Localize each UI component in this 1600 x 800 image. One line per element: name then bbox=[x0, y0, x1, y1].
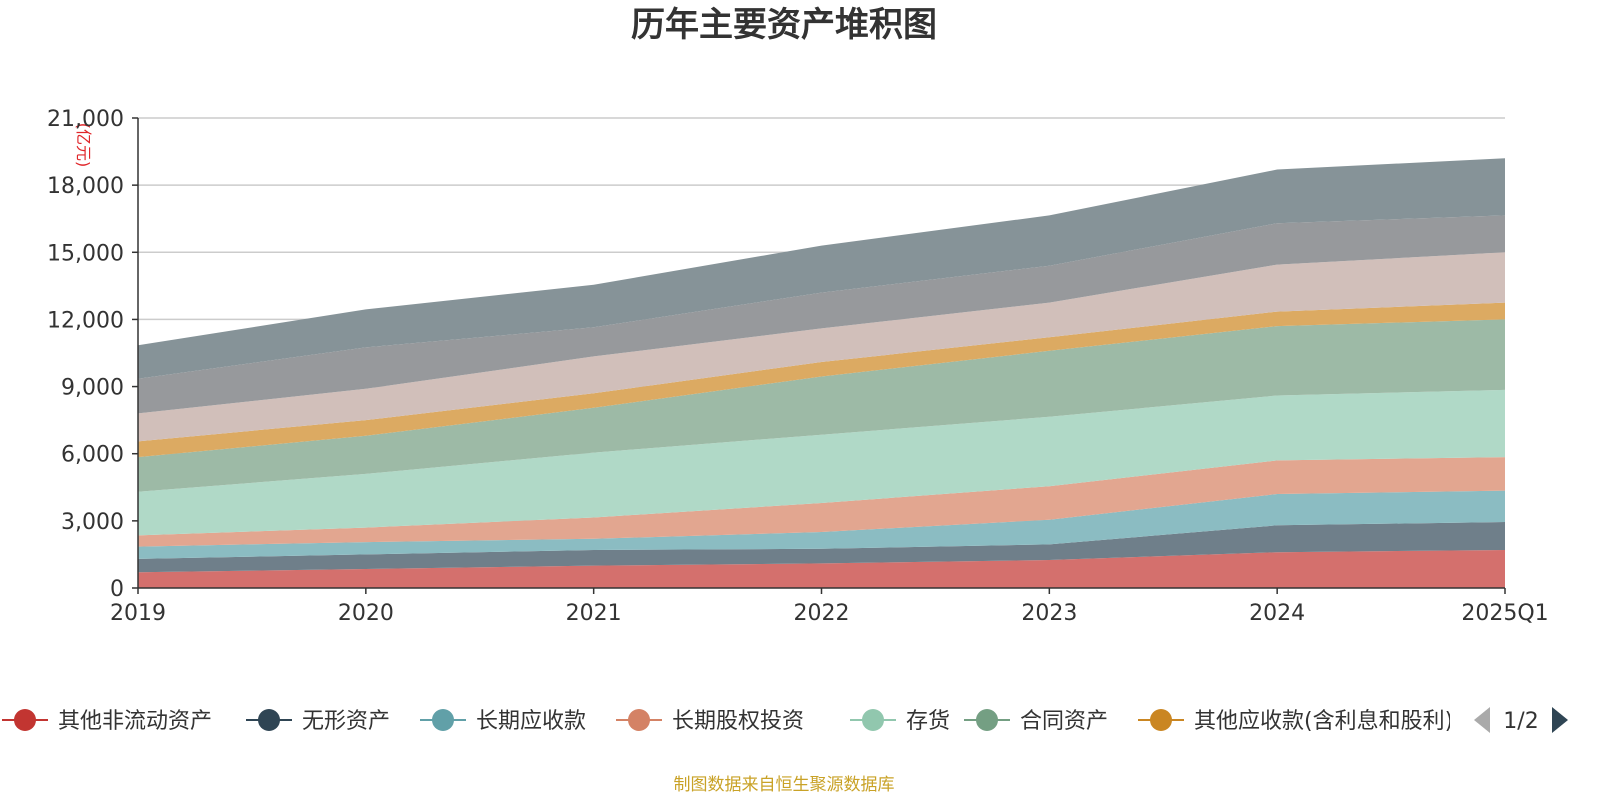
y-tick-label: 15,000 bbox=[47, 241, 124, 266]
legend-page-indicator: 1/2 bbox=[1503, 709, 1538, 734]
data-source-note: 制图数据来自恒生聚源数据库 bbox=[674, 775, 895, 795]
legend-marker-icon bbox=[1150, 709, 1172, 731]
legend-item[interactable]: 长期股权投资 bbox=[616, 709, 804, 734]
legend-marker-icon bbox=[258, 709, 280, 731]
legend-item[interactable]: 无形资产 bbox=[246, 709, 390, 734]
y-tick-label: 21,000 bbox=[47, 107, 124, 132]
area-series-2 bbox=[138, 522, 1505, 573]
legend-item[interactable]: 存货 bbox=[850, 709, 950, 734]
y-axis-unit: (亿元) bbox=[74, 123, 93, 168]
area-series-9 bbox=[138, 215, 1505, 414]
legend-label: 其他应收款(含利息和股利) bbox=[1194, 709, 1453, 734]
area-series bbox=[138, 158, 1505, 588]
legend-items: 其他非流动资产 无形资产 长期应收款 长期股权投资 存货 合同资产 其他应收款(含利息和股利… bbox=[2, 709, 1453, 734]
legend-label: 合同资产 bbox=[1020, 709, 1108, 734]
x-tick-label: 2021 bbox=[566, 601, 622, 626]
x-tick-label: 2020 bbox=[338, 601, 394, 626]
y-tick-label: 12,000 bbox=[47, 308, 124, 333]
legend-label: 长期股权投资 bbox=[672, 709, 804, 734]
legend-next-page-icon[interactable] bbox=[1552, 707, 1568, 733]
y-tick-label: 18,000 bbox=[47, 174, 124, 199]
legend-item[interactable]: 其他应收款(含利息和股利) bbox=[1138, 709, 1453, 734]
area-series-8 bbox=[138, 252, 1505, 442]
legend-marker-icon bbox=[14, 709, 36, 731]
area-series-6 bbox=[138, 319, 1505, 492]
area-series-5 bbox=[138, 389, 1505, 536]
y-tick-label: 9,000 bbox=[61, 376, 124, 401]
x-tick-label: 2019 bbox=[110, 601, 166, 626]
y-tick-label: 6,000 bbox=[61, 443, 124, 468]
x-tick-labels: 2019 2020 2021 2022 2023 2024 2025Q1 bbox=[110, 588, 1549, 626]
legend-pager: 1/2 bbox=[1474, 707, 1568, 734]
chart-title: 历年主要资产堆积图 bbox=[631, 5, 937, 45]
legend-label: 存货 bbox=[906, 709, 950, 734]
legend-marker-icon bbox=[862, 709, 884, 731]
y-tick-label: 3,000 bbox=[61, 510, 124, 535]
legend-item[interactable]: 其他非流动资产 bbox=[2, 709, 212, 734]
legend-prev-page-icon[interactable] bbox=[1474, 707, 1490, 733]
legend-marker-icon bbox=[976, 709, 998, 731]
legend: 其他非流动资产 无形资产 长期应收款 长期股权投资 存货 合同资产 其他应收款(含利息和股利… bbox=[2, 709, 1453, 734]
x-tick-label: 2024 bbox=[1249, 601, 1305, 626]
area-series-4 bbox=[138, 457, 1505, 547]
legend-item[interactable]: 长期应收款 bbox=[420, 709, 586, 734]
x-tick-label: 2025Q1 bbox=[1461, 601, 1548, 626]
legend-item[interactable]: 合同资产 bbox=[964, 709, 1108, 734]
y-tick-labels: 0 3,000 6,000 9,000 12,000 15,000 18,000 21,000 bbox=[47, 107, 138, 602]
legend-marker-icon bbox=[628, 709, 650, 731]
legend-label: 长期应收款 bbox=[476, 709, 586, 734]
area-series-1 bbox=[138, 550, 1505, 588]
area-series-10 bbox=[138, 158, 1505, 379]
area-series-7 bbox=[138, 302, 1505, 458]
legend-marker-icon bbox=[432, 709, 454, 731]
x-tick-label: 2023 bbox=[1021, 601, 1077, 626]
legend-label: 无形资产 bbox=[302, 709, 390, 734]
y-tick-label: 0 bbox=[110, 577, 124, 602]
legend-label: 其他非流动资产 bbox=[58, 709, 212, 734]
x-tick-label: 2022 bbox=[794, 601, 850, 626]
area-series-3 bbox=[138, 490, 1505, 559]
